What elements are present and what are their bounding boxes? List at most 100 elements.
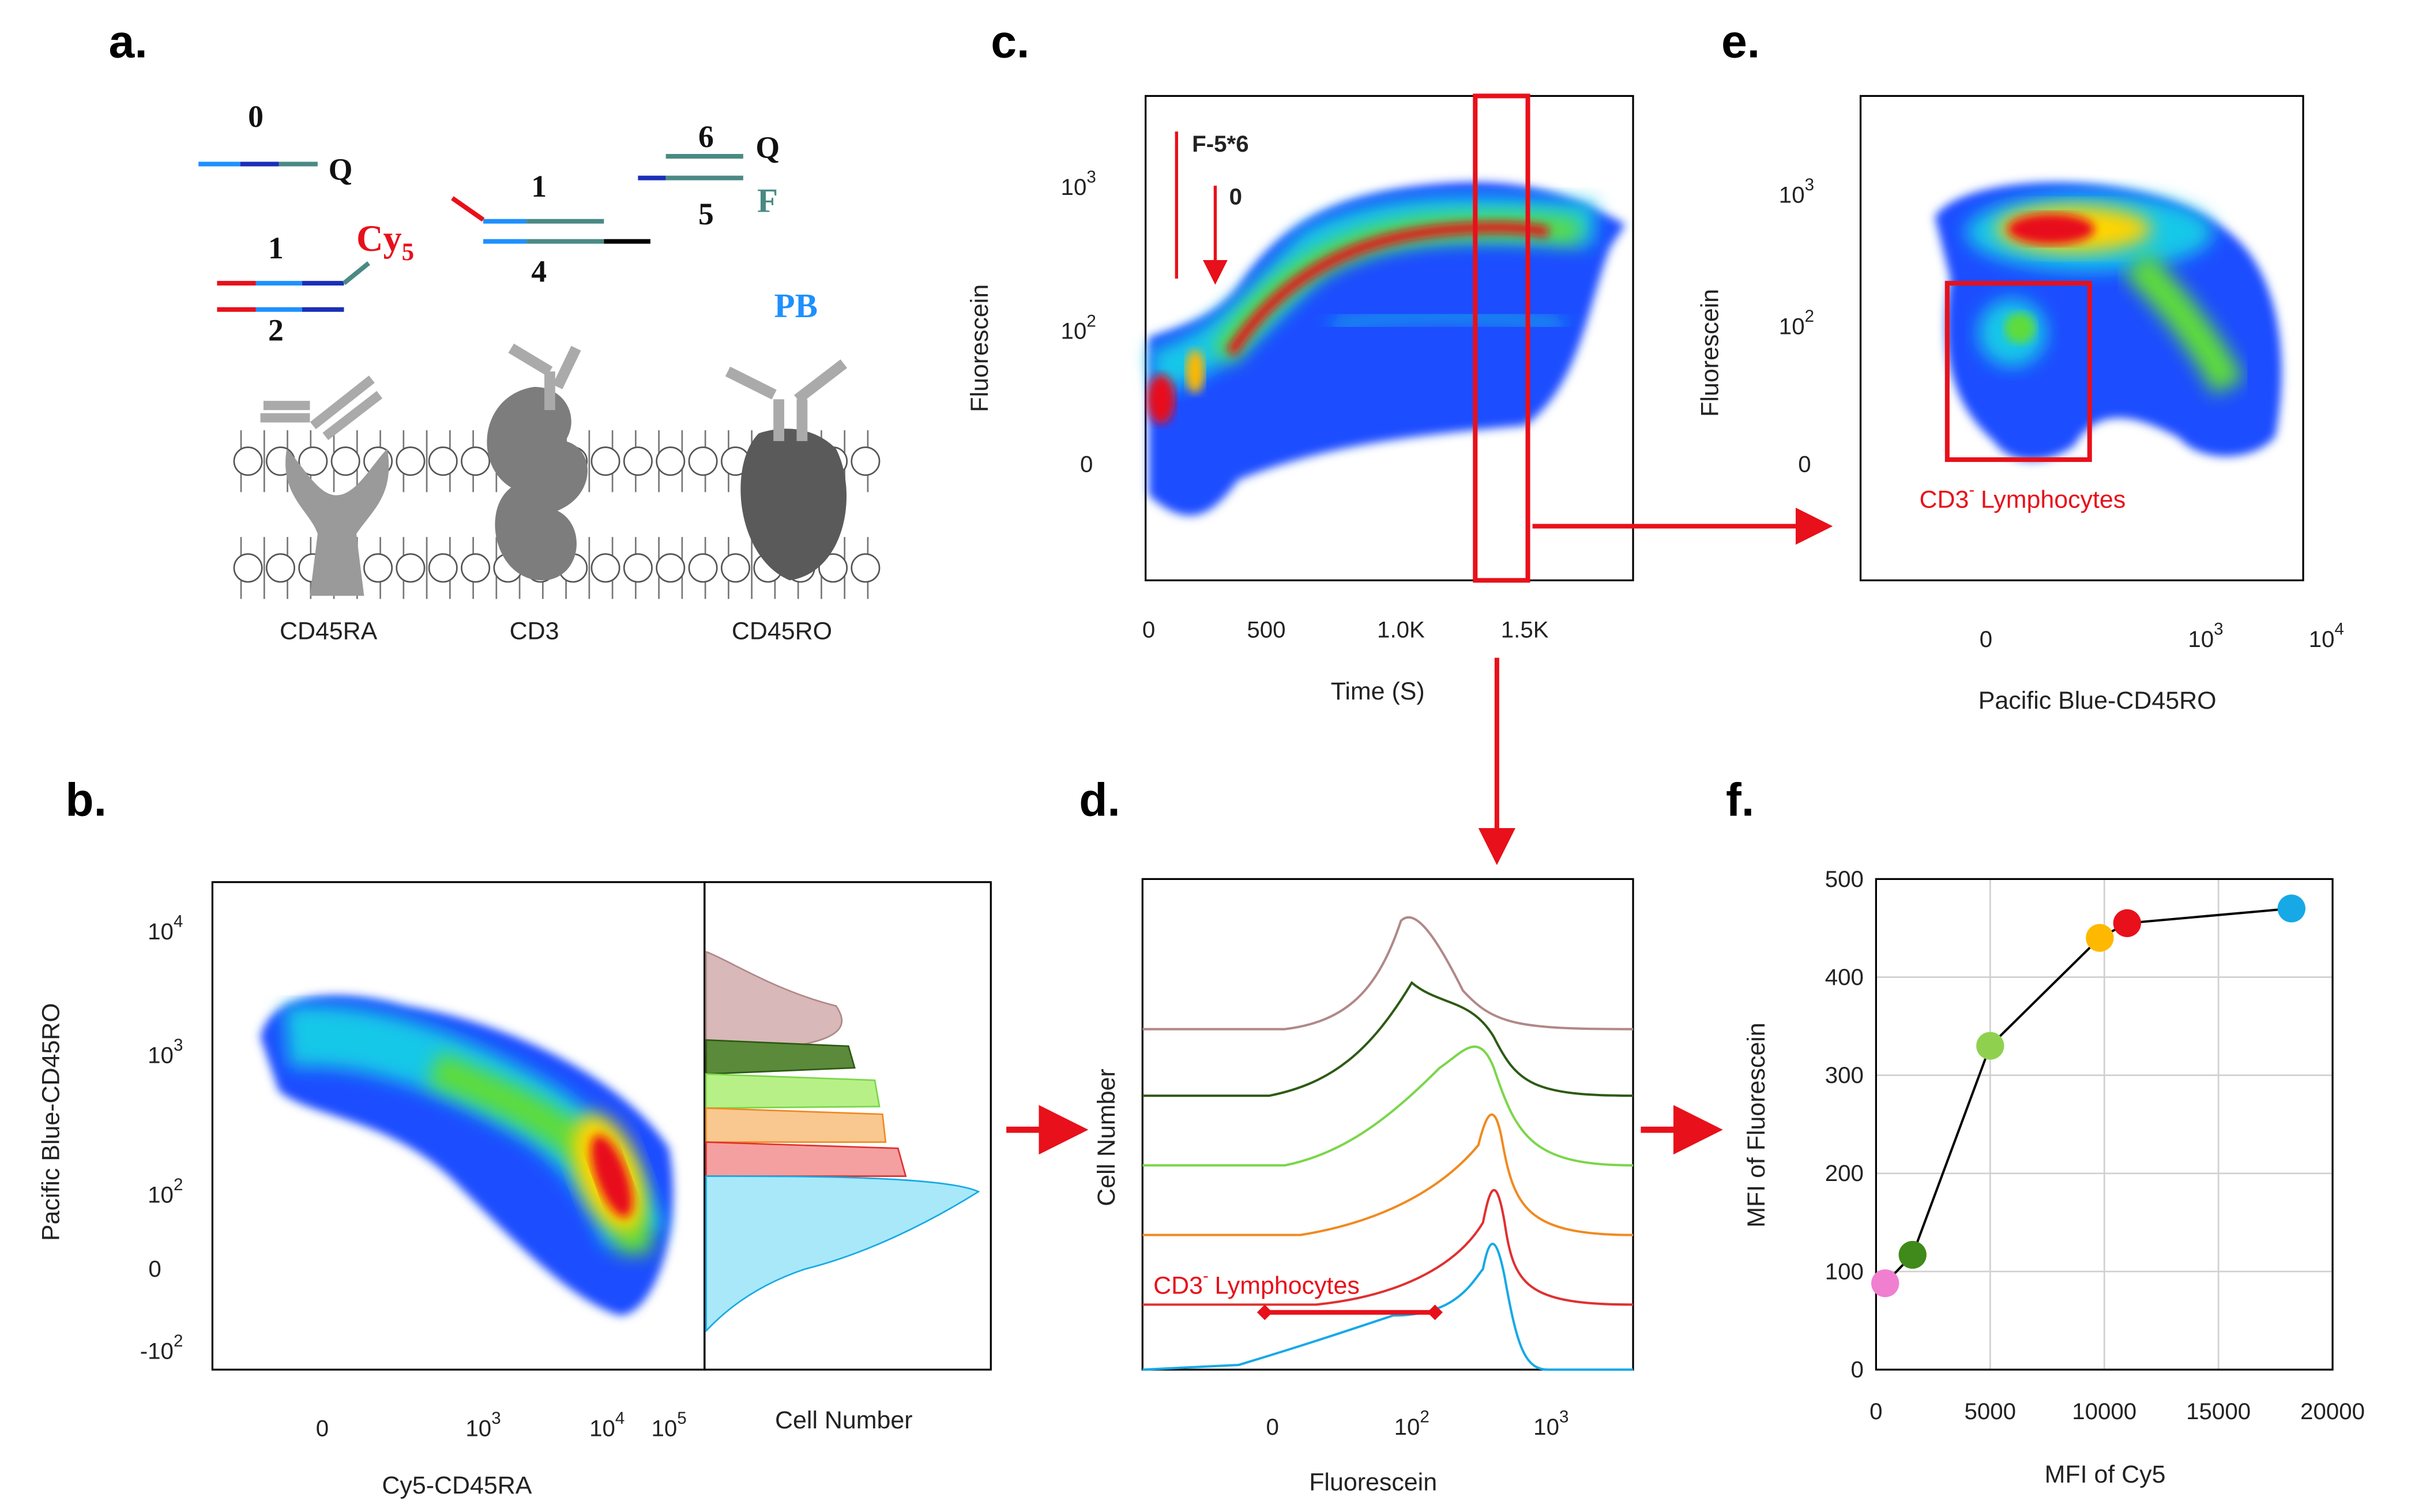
data-point <box>2113 909 2141 938</box>
y-ticks: 104 103 102 0 -102 <box>140 912 183 1364</box>
tick-exp: 3 <box>2214 619 2223 638</box>
y-tick-label: -102 <box>140 1332 183 1364</box>
x-axis-label: Pacific Blue-CD45RO <box>1978 687 2217 714</box>
y-tick-label: 400 <box>1825 964 1864 990</box>
tick-base: 10 <box>1394 1414 1420 1440</box>
x-tick-label: 5000 <box>1965 1398 2017 1424</box>
tick-base: 10 <box>1779 314 1805 340</box>
y-axis-label: Pacific Blue-CD45RO <box>37 1003 65 1241</box>
tick-exp: 4 <box>615 1409 625 1428</box>
lipid <box>298 446 328 476</box>
protein-label: CD45RO <box>732 617 832 645</box>
data-line <box>1884 907 2292 1284</box>
x-axis-label: Fluorescein <box>1309 1468 1437 1496</box>
y-tick-label: 100 <box>1825 1258 1864 1284</box>
lipid <box>396 553 426 583</box>
gate <box>1944 281 2092 462</box>
tick-base: 10 <box>651 1415 677 1441</box>
panel-label: f. <box>1726 774 1754 826</box>
gate-label: CD3- Lymphocytes <box>1153 1266 1360 1299</box>
panel-label: d. <box>1079 774 1120 826</box>
x-tick-label: 0 <box>316 1415 329 1441</box>
data-point <box>1898 1240 1927 1269</box>
y-tick-label: 103 <box>148 1036 183 1068</box>
tick-exp: 4 <box>174 912 183 931</box>
gate-rest: Lymphocytes <box>1981 486 2126 513</box>
strand-label: 1 <box>531 169 547 204</box>
tick-base: 10 <box>589 1415 615 1441</box>
x-axis-label: Cy5-CD45RA <box>382 1472 532 1499</box>
dye-label: Cy5 <box>356 218 414 266</box>
panel-label: c. <box>991 16 1029 67</box>
y-tick-label: 200 <box>1825 1160 1864 1186</box>
plot-frame <box>1141 878 1634 1371</box>
y-tick-label: 0 <box>1851 1357 1864 1383</box>
x-tick-label: 15000 <box>2186 1398 2251 1424</box>
protein-label: CD45RA <box>280 617 378 645</box>
y-tick-label: 104 <box>148 912 183 945</box>
tick-base: 10 <box>1061 174 1087 200</box>
lipid <box>428 553 458 583</box>
x-tick-label: 10000 <box>2072 1398 2136 1424</box>
lipid <box>720 553 750 583</box>
x-tick-label: 103 <box>2188 619 2223 652</box>
data-point <box>2277 894 2305 923</box>
quencher-label: Q <box>329 152 353 186</box>
plot-frame <box>1859 95 2304 582</box>
x-tick-label: 0 <box>1266 1414 1279 1440</box>
tick-exp: 2 <box>1086 311 1096 330</box>
density-plot <box>1935 182 2282 461</box>
tick-exp: 3 <box>174 1036 183 1055</box>
histogram-traces <box>1142 916 1634 1371</box>
panel-a: a. 0 Q 1 Cy5 2 1 4 6 Q 5 F PB CD45RA CD3… <box>109 16 881 645</box>
y-tick-label: 102 <box>148 1175 183 1208</box>
tick-exp: 3 <box>1559 1407 1568 1426</box>
tick-exp: 2 <box>1420 1407 1429 1426</box>
gate-name: CD3 <box>1920 486 1969 513</box>
panel-b: b. 104 103 102 0 -102 0 103 104 105 Cy5-… <box>37 774 992 1499</box>
tick-exp: 3 <box>491 1409 501 1428</box>
tick-base: 10 <box>1779 182 1805 208</box>
lipid <box>688 553 718 583</box>
tick-base: -10 <box>140 1338 174 1364</box>
x-tick-label: 103 <box>465 1409 501 1441</box>
lipid <box>688 446 718 476</box>
x-tick-label: 0 <box>1869 1398 1882 1424</box>
y-tick-label: 0 <box>1080 452 1093 477</box>
annotation: 0 <box>1229 183 1242 209</box>
tick-exp: 2 <box>1805 307 1814 326</box>
lipid <box>623 446 653 476</box>
strand-labels: 0 Q 1 Cy5 2 1 4 6 Q 5 F PB <box>248 99 818 347</box>
tick-base: 10 <box>148 1043 174 1069</box>
lipid <box>265 553 295 583</box>
strand-label: 5 <box>698 197 714 231</box>
gate-sup: - <box>1203 1266 1209 1285</box>
lipid <box>233 553 263 583</box>
y-tick-label: 103 <box>1061 168 1096 200</box>
lipid <box>656 553 686 583</box>
x-tick-label: 20000 <box>2300 1398 2365 1424</box>
tick-base: 10 <box>1061 318 1087 344</box>
lipid <box>590 553 620 583</box>
tick-base: 10 <box>1533 1414 1559 1440</box>
y-tick-label: 103 <box>1779 175 1814 208</box>
protein-label: CD3 <box>510 617 559 645</box>
lipid <box>233 446 263 476</box>
panel-label: b. <box>65 774 107 826</box>
x-axis-label: MFI of Cy5 <box>2045 1461 2166 1488</box>
lipid <box>851 553 881 583</box>
plot-frame <box>1875 878 2334 1371</box>
gate-rest: Lymphocytes <box>1215 1272 1360 1300</box>
panel-f: f. MFI of Cy5 MFI of Fluorescein 0 5000 10… <box>1726 774 2365 1488</box>
strand-label: 2 <box>268 313 284 347</box>
y-tick-label: 300 <box>1825 1062 1864 1088</box>
x-tick-label: 105 <box>651 1409 686 1441</box>
x-tick-label: 1.5K <box>1501 617 1549 643</box>
data-point <box>2086 924 2114 952</box>
y-axis-label: Cell Number <box>1093 1069 1120 1206</box>
proteins <box>260 343 848 596</box>
strand-label: 6 <box>698 119 714 154</box>
tick-exp: 5 <box>677 1409 686 1428</box>
panel-e: e. CD3- Lymphocytes 103 102 0 0 103 104 P… <box>1696 16 2344 714</box>
